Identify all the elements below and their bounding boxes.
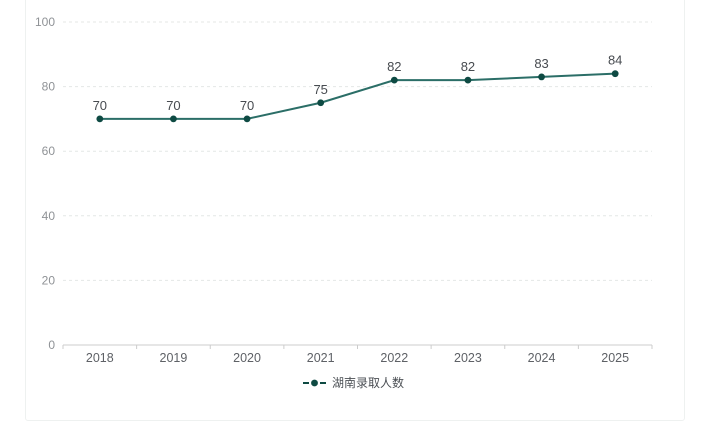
x-axis-tick-label: 2022 — [380, 351, 408, 365]
legend-label: 湖南录取人数 — [331, 376, 404, 390]
x-axis-tick-label: 2019 — [160, 351, 188, 365]
data-point[interactable] — [96, 115, 104, 123]
x-axis-tick-label: 2024 — [528, 351, 556, 365]
x-axis-tick-label: 2025 — [601, 351, 629, 365]
x-axis-tick-label: 2021 — [307, 351, 335, 365]
y-axis-tick-label: 20 — [42, 273, 56, 287]
data-point[interactable] — [538, 73, 545, 81]
data-point[interactable] — [611, 70, 619, 78]
series-line — [99, 72, 616, 120]
data-point-label: 84 — [608, 53, 622, 68]
data-point[interactable] — [243, 115, 251, 123]
chart-card — [25, 0, 685, 421]
data-point-label: 70 — [93, 98, 107, 113]
y-axis-tick-label: 40 — [42, 209, 56, 223]
x-axis-tick-label: 2020 — [233, 351, 261, 365]
data-point[interactable] — [317, 99, 325, 107]
legend-line-marker-icon — [302, 379, 326, 387]
data-point[interactable] — [170, 115, 177, 123]
data-point-label: 70 — [166, 98, 180, 113]
x-axis-tick-label: 2018 — [86, 351, 114, 365]
x-axis-tick-label: 2023 — [454, 351, 482, 365]
data-point-label: 70 — [240, 98, 254, 113]
data-point[interactable] — [390, 76, 398, 84]
data-point-label: 83 — [534, 56, 548, 71]
data-point-label: 82 — [461, 59, 475, 74]
legend-item[interactable]: 湖南录取人数 — [0, 376, 706, 390]
data-point-label: 75 — [313, 82, 327, 97]
y-axis-tick-label: 100 — [35, 15, 55, 29]
y-axis-tick-label: 80 — [42, 80, 56, 94]
y-axis-tick-label: 0 — [48, 338, 55, 352]
data-point-label: 82 — [387, 59, 401, 74]
y-axis-tick-label: 60 — [42, 144, 56, 158]
data-point[interactable] — [464, 76, 472, 84]
